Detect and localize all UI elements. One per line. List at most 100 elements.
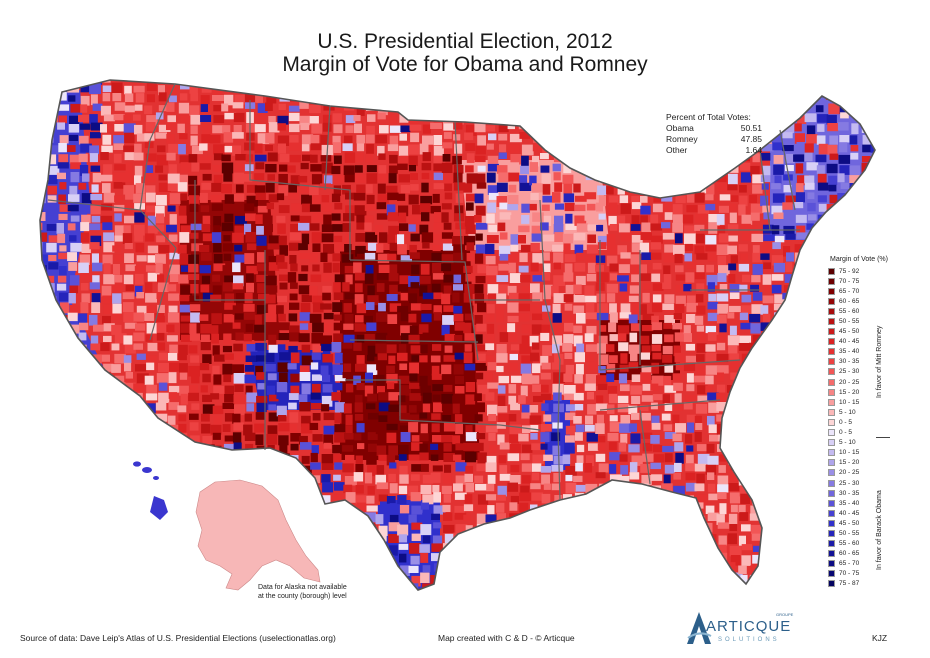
county-patch <box>455 423 463 435</box>
county-patch <box>125 264 136 272</box>
county-patch <box>122 292 135 300</box>
county-patch <box>761 143 774 152</box>
county-patch <box>595 515 603 523</box>
county-patch <box>752 554 761 564</box>
county-patch <box>673 155 685 163</box>
county-patch <box>576 563 585 574</box>
county-patch <box>298 285 310 295</box>
county-patch <box>774 373 783 385</box>
county-patch <box>861 156 871 163</box>
county-patch <box>366 495 375 504</box>
county-patch <box>122 233 133 244</box>
county-patch <box>662 394 670 403</box>
county-patch <box>543 483 551 490</box>
county-patch <box>134 212 145 223</box>
county-patch <box>507 323 516 333</box>
county-patch <box>69 522 78 532</box>
county-patch <box>507 204 519 211</box>
county-patch <box>463 504 474 512</box>
county-patch <box>742 274 751 283</box>
county-patch <box>125 413 137 423</box>
county-patch <box>694 224 705 231</box>
county-patch <box>675 502 684 513</box>
county-patch <box>609 155 618 163</box>
county-patch <box>90 94 98 106</box>
county-patch <box>641 222 651 232</box>
county-patch <box>397 524 409 536</box>
county-patch <box>497 485 507 497</box>
county-patch <box>288 242 300 251</box>
county-patch <box>279 465 290 473</box>
county-patch <box>806 125 816 136</box>
county-patch <box>68 95 76 102</box>
county-patch <box>255 342 267 351</box>
county-patch <box>618 223 630 233</box>
county-patch <box>531 225 543 235</box>
county-patch <box>608 163 621 174</box>
county-patch <box>531 472 540 481</box>
county-patch <box>587 234 596 243</box>
county-patch <box>123 485 135 494</box>
county-patch <box>46 215 54 223</box>
county-patch <box>521 244 533 253</box>
county-patch <box>70 433 80 445</box>
legend-item: 60 - 65 <box>828 549 888 559</box>
county-patch <box>738 465 746 474</box>
county-patch <box>442 243 455 251</box>
county-patch <box>452 403 460 414</box>
county-patch <box>763 80 771 86</box>
county-patch <box>379 125 389 134</box>
county-patch <box>246 195 258 207</box>
county-patch <box>100 105 111 116</box>
county-patch <box>364 334 375 341</box>
county-patch <box>441 263 452 272</box>
county-patch <box>357 443 365 450</box>
county-patch <box>267 425 278 436</box>
county-patch <box>452 236 463 247</box>
county-patch <box>796 523 809 531</box>
county-patch <box>466 153 475 163</box>
county-patch <box>464 374 477 383</box>
county-patch <box>760 473 771 485</box>
county-patch <box>741 305 752 315</box>
county-patch <box>518 395 526 404</box>
county-patch <box>797 464 807 475</box>
county-patch <box>793 582 805 590</box>
county-patch <box>353 472 364 482</box>
county-patch <box>673 472 681 480</box>
county-patch <box>652 283 664 291</box>
county-patch <box>376 202 387 210</box>
county-patch <box>476 463 486 472</box>
county-patch <box>574 215 587 226</box>
county-patch <box>145 122 156 132</box>
county-patch <box>817 273 827 283</box>
county-patch <box>276 392 286 399</box>
legend-item: 40 - 45 <box>828 508 888 518</box>
county-patch <box>542 345 552 356</box>
county-patch <box>554 203 565 210</box>
county-patch <box>411 264 420 275</box>
county-patch <box>475 344 487 352</box>
county-patch <box>399 275 411 284</box>
county-patch <box>443 132 452 139</box>
county-patch <box>158 85 165 96</box>
county-patch <box>268 116 276 123</box>
state-borders <box>47 83 800 501</box>
county-patch <box>815 154 827 163</box>
county-patch <box>674 393 682 403</box>
county-patch <box>268 344 281 353</box>
county-patch <box>773 555 783 562</box>
county-patch <box>782 84 791 95</box>
county-patch <box>740 162 751 171</box>
county-patch <box>167 353 179 361</box>
county-patch <box>499 232 508 240</box>
county-patch <box>419 544 430 553</box>
county-patch <box>885 203 895 213</box>
county-patch <box>79 495 89 502</box>
county-patch <box>543 454 553 461</box>
county-patch <box>795 435 805 446</box>
county-patch <box>805 535 814 544</box>
county-patch <box>67 415 79 422</box>
county-patch <box>839 204 850 213</box>
county-patch <box>552 134 563 142</box>
